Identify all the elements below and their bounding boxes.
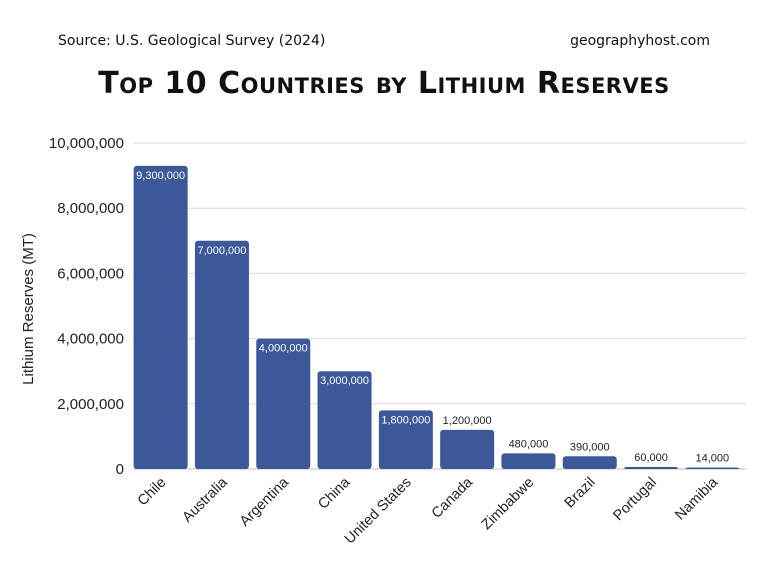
- bar: [317, 371, 372, 469]
- x-tick-label: Canada: [429, 474, 477, 522]
- y-tick-label: 0: [116, 461, 124, 478]
- chart-title: Top 10 Countries by Lithium Reserves: [98, 66, 670, 101]
- bar: [562, 456, 617, 469]
- y-axis-title: Lithium Reserves (MT): [20, 233, 37, 385]
- data-label: 480,000: [509, 438, 549, 450]
- x-tick-label: Brazil: [562, 475, 599, 512]
- data-label: 60,000: [634, 452, 668, 464]
- bar: [133, 165, 188, 469]
- x-tick-label: Argentina: [237, 474, 293, 530]
- data-label: 1,200,000: [443, 415, 492, 427]
- x-tick-label: Namibia: [672, 474, 722, 524]
- x-tick-label: Zimbabwe: [479, 475, 538, 534]
- bar: [194, 240, 249, 469]
- data-label: 390,000: [570, 441, 610, 453]
- bar: [256, 338, 311, 469]
- bar: [440, 429, 495, 469]
- y-tick-label: 6,000,000: [57, 265, 124, 282]
- x-tick-label: Portugal: [610, 475, 660, 525]
- y-tick-label: 10,000,000: [49, 135, 124, 152]
- x-tick-label: Chile: [135, 475, 170, 510]
- y-tick-label: 2,000,000: [57, 396, 124, 413]
- data-label: 3,000,000: [320, 375, 369, 387]
- data-label: 9,300,000: [136, 170, 185, 182]
- x-tick-label: China: [315, 474, 354, 513]
- data-label: 1,800,000: [381, 414, 430, 426]
- x-tick-label: Australia: [180, 474, 232, 526]
- y-tick-label: 8,000,000: [57, 200, 124, 217]
- y-tick-label: 4,000,000: [57, 331, 124, 348]
- bar: [501, 453, 556, 469]
- source-note: Source: U.S. Geological Survey (2024): [58, 33, 326, 49]
- bar: [624, 467, 679, 469]
- data-label: 14,000: [696, 453, 730, 465]
- data-label: 4,000,000: [259, 343, 308, 355]
- bar: [685, 467, 740, 469]
- site-name: geographyhost.com: [570, 33, 710, 49]
- bar: [378, 410, 433, 469]
- data-label: 7,000,000: [197, 245, 246, 257]
